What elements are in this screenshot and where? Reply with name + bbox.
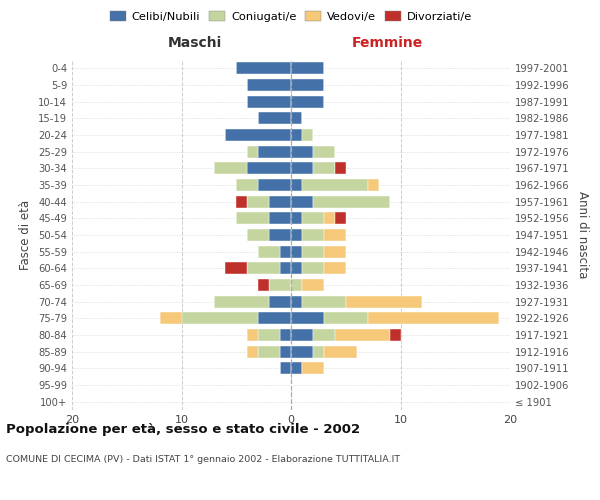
Bar (302, 212, 324, 224)
Bar (269, 279, 291, 291)
Bar (258, 112, 291, 124)
Bar (247, 229, 269, 241)
Bar (247, 146, 258, 158)
Bar (258, 279, 269, 291)
Bar (313, 196, 389, 207)
Bar (247, 262, 280, 274)
Text: COMUNE DI CECIMA (PV) - Dati ISTAT 1° gennaio 2002 - Elaborazione TUTTITALIA.IT: COMUNE DI CECIMA (PV) - Dati ISTAT 1° ge… (6, 455, 400, 464)
Bar (335, 212, 346, 224)
Bar (258, 329, 280, 341)
Bar (280, 346, 291, 358)
Bar (247, 346, 258, 358)
Bar (291, 112, 302, 124)
Bar (236, 212, 269, 224)
Bar (313, 146, 335, 158)
Bar (269, 196, 291, 207)
Bar (291, 179, 302, 191)
Y-axis label: Anni di nascita: Anni di nascita (576, 192, 589, 278)
Bar (258, 179, 291, 191)
Bar (291, 262, 302, 274)
Bar (214, 296, 269, 308)
Bar (226, 262, 247, 274)
Bar (302, 262, 324, 274)
Bar (302, 296, 346, 308)
Bar (280, 362, 291, 374)
Bar (269, 229, 291, 241)
Bar (313, 329, 335, 341)
Bar (291, 312, 324, 324)
Bar (236, 179, 258, 191)
Bar (302, 246, 324, 258)
Bar (247, 96, 291, 108)
Bar (324, 346, 357, 358)
Bar (247, 196, 269, 207)
Bar (291, 279, 302, 291)
Text: Popolazione per età, sesso e stato civile - 2002: Popolazione per età, sesso e stato civil… (6, 422, 360, 436)
Bar (280, 329, 291, 341)
Bar (324, 212, 335, 224)
Bar (236, 62, 291, 74)
Bar (291, 329, 313, 341)
Bar (258, 346, 280, 358)
Bar (291, 162, 313, 174)
Bar (258, 146, 291, 158)
Bar (302, 229, 324, 241)
Text: Femmine: Femmine (352, 36, 423, 50)
Bar (291, 146, 313, 158)
Bar (291, 129, 302, 141)
Y-axis label: Fasce di età: Fasce di età (19, 200, 32, 270)
Bar (280, 246, 291, 258)
Bar (291, 246, 302, 258)
Bar (226, 129, 291, 141)
Bar (291, 96, 324, 108)
Legend: Celibi/Nubili, Coniugati/e, Vedovi/e, Divorziati/e: Celibi/Nubili, Coniugati/e, Vedovi/e, Di… (106, 6, 476, 26)
Text: Maschi: Maschi (167, 36, 222, 50)
Bar (368, 312, 499, 324)
Bar (160, 312, 181, 324)
Bar (291, 62, 324, 74)
Bar (302, 362, 324, 374)
Bar (302, 279, 324, 291)
Bar (302, 179, 368, 191)
Bar (291, 79, 324, 91)
Bar (291, 196, 313, 207)
Bar (258, 312, 291, 324)
Bar (368, 179, 379, 191)
Bar (269, 296, 291, 308)
Bar (313, 346, 324, 358)
Bar (280, 262, 291, 274)
Bar (335, 162, 346, 174)
Bar (324, 262, 346, 274)
Bar (302, 129, 313, 141)
Bar (291, 212, 302, 224)
Bar (324, 229, 346, 241)
Bar (247, 79, 291, 91)
Bar (247, 329, 258, 341)
Bar (269, 212, 291, 224)
Bar (236, 196, 247, 207)
Bar (324, 246, 346, 258)
Bar (346, 296, 422, 308)
Bar (291, 229, 302, 241)
Bar (214, 162, 247, 174)
Bar (313, 162, 335, 174)
Bar (181, 312, 258, 324)
Bar (291, 362, 302, 374)
Bar (335, 329, 389, 341)
Bar (247, 162, 291, 174)
Bar (291, 296, 302, 308)
Bar (324, 312, 368, 324)
Bar (291, 346, 313, 358)
Bar (389, 329, 401, 341)
Bar (258, 246, 280, 258)
